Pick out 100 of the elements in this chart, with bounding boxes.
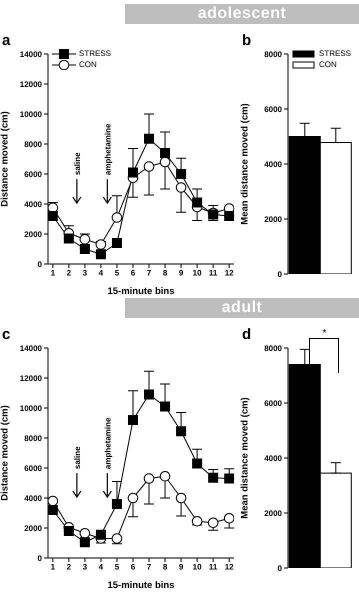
point xyxy=(224,512,234,524)
point xyxy=(96,530,106,540)
y-tick-label: 2000 xyxy=(24,230,43,239)
point xyxy=(80,234,90,245)
x-tick-label: 8 xyxy=(162,562,168,572)
y-tick-label: 8000 xyxy=(264,50,283,59)
point xyxy=(48,211,58,221)
chart-title: adolescent xyxy=(125,4,359,24)
y-tick-label: 14000 xyxy=(20,50,43,59)
y-tick-label: 6000 xyxy=(264,104,283,114)
y-tick-label: 0 xyxy=(278,270,283,279)
x-tick-label: 12 xyxy=(224,562,234,572)
point xyxy=(160,156,170,168)
x-tick-label: 5 xyxy=(114,562,120,572)
point xyxy=(160,470,170,482)
text: d xyxy=(242,326,252,343)
y-tick-label: 12000 xyxy=(20,374,43,383)
point xyxy=(144,161,154,172)
x-tick-label: 10 xyxy=(192,562,202,572)
point xyxy=(48,496,58,506)
ref-line-label: amphetamine xyxy=(103,416,112,470)
point xyxy=(144,473,154,484)
legend-label: CON xyxy=(319,59,337,70)
ref-line-label: saline xyxy=(72,446,82,470)
x-tick-label: 1 xyxy=(50,268,56,278)
legend-label: STRESS xyxy=(79,48,112,59)
point xyxy=(64,234,74,244)
y-tick-label: 0 xyxy=(38,554,43,563)
point xyxy=(112,533,122,544)
point xyxy=(48,505,58,515)
point xyxy=(160,402,170,412)
x-tick-label: 11 xyxy=(208,562,218,572)
x-tick-label: 4 xyxy=(98,562,104,572)
legend-label: STRESS xyxy=(319,48,352,59)
x-tick-label: 8 xyxy=(162,268,168,278)
point xyxy=(128,168,138,178)
point xyxy=(224,211,234,221)
x-tick-label: 6 xyxy=(130,562,136,572)
point xyxy=(224,474,234,484)
text: b xyxy=(242,32,252,49)
x-tick-label: 3 xyxy=(82,268,88,278)
x-tick-label: 5 xyxy=(114,268,120,278)
point xyxy=(176,169,186,179)
point xyxy=(128,415,138,425)
y-axis-title: Distance moved (cm) xyxy=(0,111,10,207)
point xyxy=(96,239,106,250)
point xyxy=(192,198,202,208)
y-tick-label: 6000 xyxy=(24,170,43,179)
x-axis-title: 15-minute bins xyxy=(107,286,175,297)
y-tick-label: 0 xyxy=(278,564,283,573)
x-tick-label: 3 xyxy=(82,562,88,572)
x-tick-label: 2 xyxy=(66,268,72,278)
y-tick-label: 12000 xyxy=(20,80,43,89)
point xyxy=(176,492,186,504)
y-tick-label: 4000 xyxy=(264,454,283,463)
point xyxy=(176,426,186,436)
point xyxy=(96,249,106,260)
x-tick-label: 12 xyxy=(224,268,234,278)
y-axis-title: Mean distance moved (cm) xyxy=(239,103,250,225)
point xyxy=(160,148,170,158)
text: * xyxy=(322,328,328,339)
y-tick-label: 8000 xyxy=(264,344,283,353)
y-axis-title: Mean distance moved (cm) xyxy=(239,397,250,519)
y-tick-label: 4000 xyxy=(24,200,43,209)
point xyxy=(112,499,122,509)
y-tick-label: 4000 xyxy=(24,494,43,503)
x-tick-label: 4 xyxy=(98,268,104,278)
x-tick-label: 1 xyxy=(50,562,56,572)
x-axis-title: 15-minute bins xyxy=(107,580,175,591)
y-tick-label: 8000 xyxy=(24,434,43,443)
point xyxy=(208,517,218,528)
y-tick-label: 10000 xyxy=(20,110,43,119)
y-tick-label: 0 xyxy=(38,260,43,269)
point xyxy=(80,528,90,539)
x-tick-label: 2 xyxy=(66,562,72,572)
point xyxy=(80,537,90,548)
y-tick-label: 2000 xyxy=(24,524,43,533)
x-tick-label: 9 xyxy=(178,562,184,572)
x-tick-label: 9 xyxy=(178,268,184,278)
x-tick-label: 10 xyxy=(192,268,202,278)
point xyxy=(176,182,186,193)
y-tick-label: 10000 xyxy=(20,404,43,413)
point xyxy=(144,134,154,144)
y-tick-label: 14000 xyxy=(20,344,43,353)
chart-title: adult xyxy=(125,298,359,318)
x-tick-label: 6 xyxy=(130,268,136,278)
x-tick-label: 11 xyxy=(208,268,218,278)
ref-line-label: saline xyxy=(72,152,82,176)
y-tick-label: 6000 xyxy=(264,398,283,408)
x-tick-label: 7 xyxy=(146,268,152,278)
text: c xyxy=(2,326,10,343)
y-tick-label: 4000 xyxy=(264,160,283,169)
point xyxy=(144,390,154,400)
x-tick-label: 7 xyxy=(146,562,152,572)
point xyxy=(208,472,218,483)
point xyxy=(192,458,202,468)
point xyxy=(128,492,138,504)
point xyxy=(64,526,74,536)
point xyxy=(112,238,122,248)
y-axis-title: Distance moved (cm) xyxy=(0,405,10,501)
